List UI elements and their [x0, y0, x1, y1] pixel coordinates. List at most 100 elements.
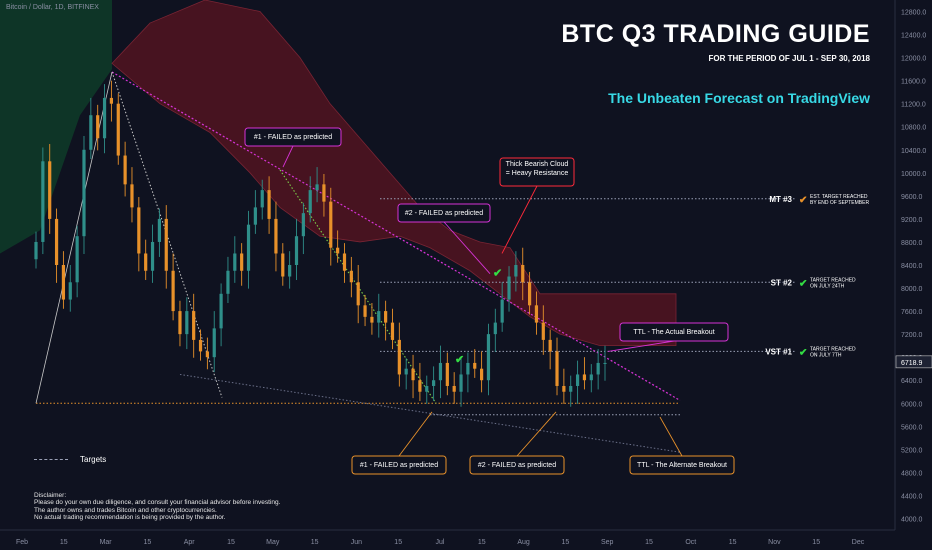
candle [452, 372, 456, 404]
candle [603, 345, 607, 381]
candle [281, 243, 285, 286]
candle-body [130, 184, 134, 208]
candle-body [198, 339, 203, 352]
candle [137, 197, 141, 272]
y-tick-label: 9600.0 [901, 194, 923, 201]
candle-body [54, 218, 59, 265]
candle-body [89, 115, 93, 150]
candle-body [349, 270, 353, 283]
page-title: BTC Q3 TRADING GUIDE [561, 20, 870, 48]
candle-body [164, 218, 168, 271]
candle [150, 224, 155, 283]
candle-body [445, 362, 449, 386]
candle-body [274, 218, 278, 254]
annotation-callout: #2 - FAILED as predicted [469, 411, 565, 475]
x-tick-label: Nov [768, 539, 781, 546]
candle-body [486, 334, 491, 381]
candle [569, 375, 573, 407]
candle-body [102, 97, 107, 139]
candle-body [267, 190, 271, 219]
candle [445, 352, 449, 396]
candle [192, 293, 196, 358]
candle [116, 93, 120, 165]
y-tick-label: 8800.0 [901, 240, 923, 247]
candle-body [308, 190, 312, 214]
candle-body [404, 368, 408, 375]
candle [390, 308, 395, 350]
candle-body [521, 265, 525, 283]
candle [48, 144, 52, 234]
candle-body [418, 380, 422, 392]
callout-box [351, 455, 447, 475]
candle [514, 251, 518, 292]
candle-body [527, 282, 532, 306]
candle [260, 179, 264, 220]
callout-text: TTL - The Actual Breakout [633, 329, 714, 336]
callout-box [499, 157, 575, 187]
candle-body [226, 270, 230, 294]
candle [575, 360, 580, 404]
candle [205, 337, 209, 370]
lower-trendline [179, 373, 681, 453]
candle-body [411, 368, 415, 381]
candle [322, 173, 326, 217]
candle [562, 368, 566, 404]
tagline: The Unbeaten Forecast on TradingView [608, 90, 870, 106]
candle [253, 190, 257, 234]
candle [555, 337, 559, 396]
candle-body [75, 236, 79, 283]
candle-body [260, 190, 264, 208]
candle-body [541, 322, 545, 340]
candle-body [555, 351, 559, 386]
candle-body [514, 265, 518, 277]
candle [198, 329, 203, 361]
callout-text: = Heavy Resistance [506, 170, 569, 177]
target-label: ST #2 [771, 278, 793, 287]
candle-body [548, 339, 552, 352]
candle-body [569, 385, 573, 392]
y-tick-label: 6000.0 [901, 401, 923, 408]
disclaimer-line: No actual trading recommendation is bein… [34, 514, 226, 522]
y-tick-label: 8400.0 [901, 263, 923, 270]
candle-body [109, 97, 114, 104]
candle [34, 231, 38, 269]
target-note: TARGET REACHED [810, 346, 856, 352]
rise-line [35, 71, 113, 404]
price-axis-panel [895, 0, 932, 550]
candle [534, 291, 539, 335]
callout-pointer [398, 411, 433, 457]
candle [267, 176, 271, 234]
x-tick-label: Jun [351, 539, 362, 546]
candle [493, 308, 497, 352]
candle-body [185, 311, 189, 335]
candle [459, 357, 463, 407]
candle [301, 202, 305, 255]
candle-body [41, 161, 45, 242]
candle [171, 253, 175, 321]
candle [356, 265, 360, 324]
candle-body [603, 362, 607, 364]
target-note: BY END OF SEPTEMBER [810, 200, 869, 206]
disclaimer: Disclaimer: Please do your own due dilig… [34, 492, 280, 522]
candle [82, 135, 86, 255]
x-tick-label: 15 [478, 539, 486, 546]
annotation-callout: TTL - The Alternate Breakout [629, 416, 735, 475]
candle [212, 311, 216, 373]
candle [288, 251, 292, 289]
candle-body [294, 236, 299, 265]
legend-label: Targets [80, 455, 107, 464]
candle-body [288, 265, 292, 277]
candle [130, 167, 134, 223]
x-tick-label: May [266, 539, 280, 546]
candle [308, 176, 312, 223]
y-tick-label: 5600.0 [901, 424, 923, 431]
candle-body [589, 374, 593, 381]
bullish-cloud [0, 0, 112, 254]
candle-body [281, 253, 285, 277]
x-tick-label: 15 [729, 539, 737, 546]
y-tick-label: 4000.0 [901, 516, 923, 523]
annotation-callout: TTL - The Actual Breakout [607, 322, 729, 352]
candle-body [322, 184, 326, 202]
